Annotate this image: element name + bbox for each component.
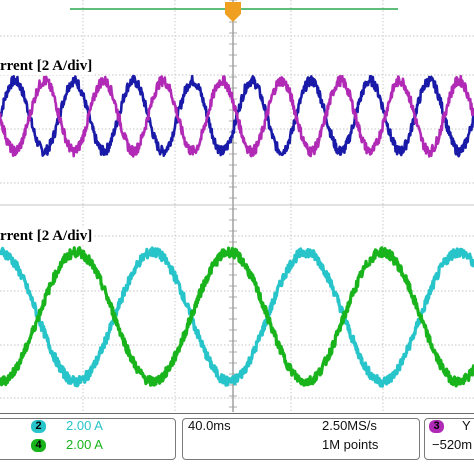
ch2-scale: 2.00 A [66, 418, 103, 433]
trigger-marker-icon[interactable] [225, 2, 241, 22]
trigger-position-marker[interactable] [70, 2, 398, 22]
sample-rate-value: 2.50MS/s [322, 418, 377, 433]
waveform-series-1-1 [0, 246, 474, 388]
horizontal-scale-box[interactable] [182, 418, 420, 460]
record-length-value: 1M points [322, 437, 379, 452]
ch4-scale: 2.00 A [66, 437, 103, 452]
waveform-traces [0, 74, 474, 388]
ch3-badge[interactable]: 3 [429, 420, 444, 433]
bottom-panel-label: rrent [2 A/div] [0, 228, 95, 245]
top-panel-label: rrent [2 A/div] [0, 58, 95, 75]
grid-lines [0, 0, 474, 412]
ch4-badge[interactable]: 4 [31, 439, 46, 452]
ch2-badge[interactable]: 2 [31, 420, 46, 433]
ch3-partial-text: Y [462, 418, 471, 433]
timebase-value: 40.0ms [188, 418, 231, 433]
waveform-series-0-1 [0, 74, 474, 158]
status-bar: 2 2.00 A 4 2.00 A 40.0ms 2.50MS/s 1M poi… [0, 413, 474, 475]
trigger-level-value: −520m [432, 437, 473, 452]
waveform-series-1-0 [0, 246, 474, 388]
vertical-scale-box[interactable] [0, 418, 176, 460]
